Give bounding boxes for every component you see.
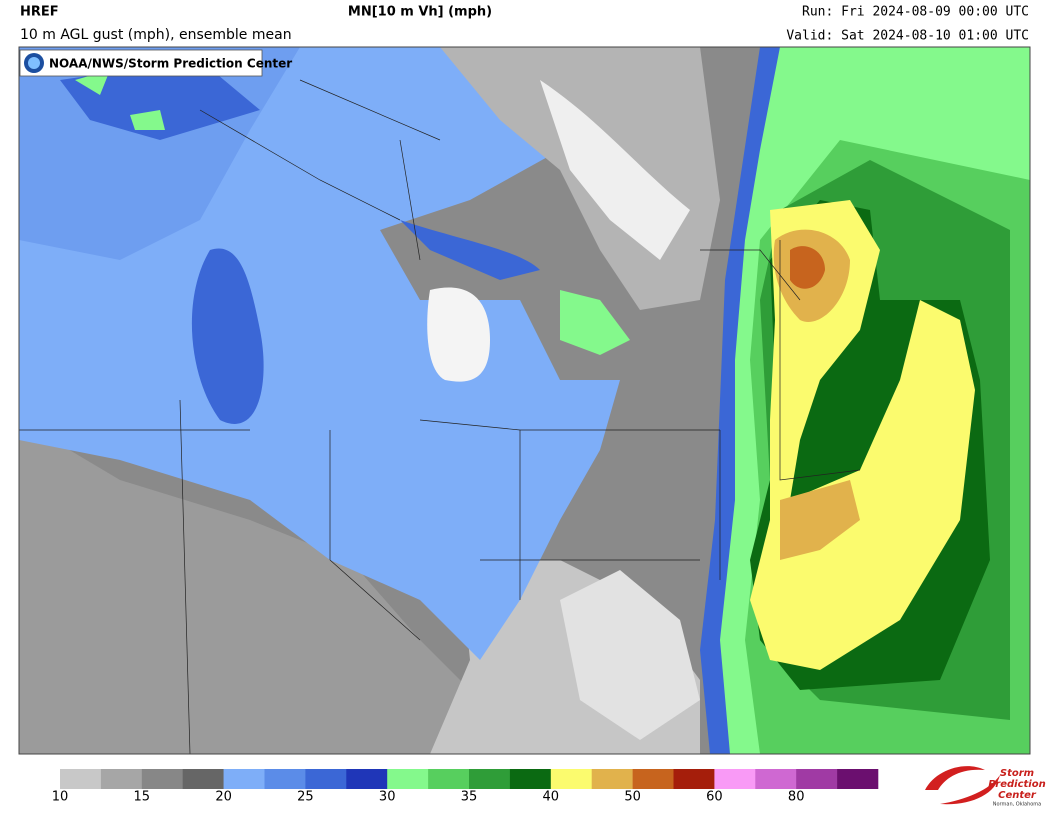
colorbar-label: 15 [134,790,151,805]
colorbar-swatch [509,769,552,789]
colorbar-swatch [673,769,715,789]
valid-time: Valid: Sat 2024-08-10 01:00 UTC [786,29,1029,44]
colorbar-swatch [591,769,633,789]
colorbar-swatch [346,769,388,789]
colorbar-label: 40 [543,790,560,805]
colorbar-swatch [223,769,265,789]
colorbar-swatch [796,769,838,789]
model-name: HREF [20,5,59,20]
colorbar-label: 80 [788,790,805,805]
map: NOAA/NWS/Storm Prediction Center [18,46,1031,755]
colorbar-swatch [755,769,797,789]
colorbar-swatch [837,769,879,789]
spc-logo-line: Storm [1000,768,1034,779]
colorbar-swatch [60,769,102,789]
colorbar-swatch [387,769,429,789]
subtitle: 10 m AGL gust (mph), ensemble mean [20,27,292,43]
source-badge: NOAA/NWS/Storm Prediction Center [49,57,292,71]
colorbar-swatch [714,769,756,789]
colorbar-label: 20 [215,790,232,805]
spc-logo: Storm Prediction Center Norman, Oklahoma [925,766,1046,808]
colorbar-label: 60 [706,790,723,805]
colorbar-swatch [469,769,511,789]
colorbar: 10 15 20 25 30 35 40 50 60 80 [52,769,879,805]
colorbar-swatch [632,769,674,789]
colorbar-label: 25 [297,790,314,805]
spc-logo-line: Center [998,790,1037,801]
spc-logo-line: Prediction [988,779,1045,790]
colorbar-label: 30 [379,790,396,805]
spc-logo-place: Norman, Oklahoma [993,802,1042,808]
colorbar-swatch [550,769,592,789]
colorbar-swatch [141,769,183,789]
colorbar-swatch [100,769,143,789]
colorbar-label: 35 [461,790,478,805]
colorbar-label: 10 [52,790,69,805]
field-name: MN[10 m Vh] (mph) [348,5,492,20]
colorbar-swatch [305,769,347,789]
colorbar-swatch [182,769,224,789]
colorbar-label: 50 [624,790,641,805]
run-time: Run: Fri 2024-08-09 00:00 UTC [802,5,1029,20]
colorbar-swatch [428,769,470,789]
colorbar-swatch [264,769,306,789]
